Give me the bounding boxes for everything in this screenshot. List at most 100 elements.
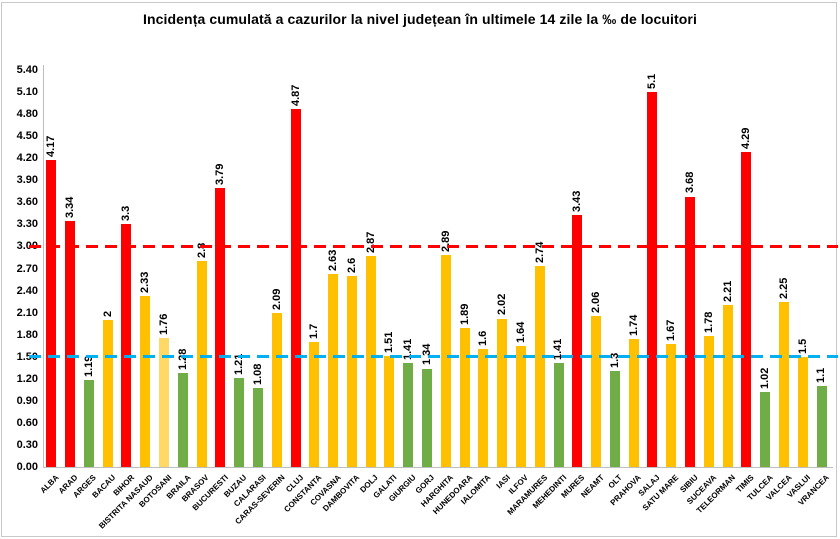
bar-gorj [422, 368, 432, 467]
y-tick-label: 2.40 [16, 284, 38, 297]
bar-value-label-teleorman: 2.21 [721, 280, 734, 302]
bar-buzau [234, 378, 245, 467]
bar-neamt [591, 315, 602, 467]
bar-alba [46, 160, 57, 467]
bar-dolj [365, 256, 376, 467]
bar-timis [741, 151, 752, 467]
bar-value-label-alba: 4.17 [45, 136, 58, 158]
bar-bistrita-nasaud [140, 295, 151, 467]
bar-value-label-salaj: 5.1 [646, 73, 659, 90]
y-tick-label: 3.60 [16, 196, 38, 209]
chart-title: Incidența cumulată a cazurilor la nivel … [143, 11, 697, 27]
bar-value-label-satu-mare: 1.67 [665, 319, 678, 342]
bar-value-label-valcea: 2.25 [777, 277, 790, 299]
bar-tulcea [760, 392, 771, 467]
bar-value-label-constanta: 1.7 [308, 323, 321, 340]
bar-prahova [628, 339, 639, 467]
bar-maramures [534, 265, 545, 467]
bar-value-label-braila: 1.28 [176, 348, 189, 370]
bar-value-label-suceava: 1.78 [702, 311, 715, 334]
bar-ilfov [515, 346, 526, 467]
y-tick-label: 1.80 [16, 328, 38, 341]
bar-value-label-bistrita-nasaud: 2.33 [139, 271, 152, 293]
bar-vrancea [816, 386, 827, 467]
bar-covasna [328, 273, 339, 467]
bar-sibiu [685, 196, 695, 467]
bar-value-label-ialomita: 1.6 [477, 331, 490, 347]
bar-dambovita [346, 275, 357, 467]
bar-value-label-hunedoara: 1.89 [458, 303, 471, 326]
bar-value-label-ilfov: 1.64 [514, 322, 527, 344]
bar-bacau [102, 320, 113, 467]
bar-mures [572, 214, 583, 467]
y-tick-label: 3.30 [16, 218, 38, 231]
bar-value-label-neamt: 2.06 [590, 291, 603, 313]
bar-brasov [196, 261, 207, 467]
y-tick-label: 5.40 [16, 64, 38, 76]
x-axis-line [43, 467, 833, 468]
bar-value-label-arad: 3.34 [64, 197, 77, 219]
bar-braila [177, 372, 188, 467]
y-tick-label: 4.50 [16, 130, 38, 143]
bar-value-label-tulcea: 1.02 [759, 367, 772, 389]
bar-value-label-prahova: 1.74 [627, 314, 640, 337]
bar-botosani [159, 337, 169, 467]
bar-hunedoara [459, 328, 470, 467]
x-category-label-alba: ALBA [38, 473, 61, 496]
bar-galati [384, 356, 395, 467]
bar-value-label-bacau: 2 [101, 310, 114, 317]
bar-cluj [290, 109, 301, 467]
bar-bucuresti [215, 188, 226, 467]
bar-bihor [121, 224, 132, 467]
bar-value-label-mures: 3.43 [571, 190, 584, 212]
bar-value-label-bucuresti: 3.79 [214, 163, 227, 186]
y-tick-label: 5.10 [16, 86, 38, 99]
bar-value-label-vrancea: 1.1 [815, 367, 828, 384]
bar-value-label-cluj: 4.87 [289, 84, 302, 106]
y-tick-label: 3.90 [16, 174, 38, 187]
bar-mehedinti [553, 363, 564, 467]
y-tick-label: 1.50 [16, 350, 38, 363]
bar-value-label-vaslui: 1.5 [796, 338, 809, 354]
bar-arad [65, 221, 76, 467]
y-tick-label: 0.00 [16, 461, 38, 473]
bar-valcea [778, 301, 789, 467]
bar-value-label-iasi: 2.02 [496, 294, 509, 316]
bar-suceava [703, 336, 714, 467]
bar-value-label-dolj: 2.87 [364, 231, 377, 253]
y-tick-label: 1.20 [16, 372, 38, 385]
bar-value-label-sibiu: 3.68 [683, 172, 696, 194]
bar-arges [83, 379, 94, 467]
y-tick-label: 0.60 [16, 416, 38, 429]
bar-caras-severin [271, 313, 282, 467]
bar-value-label-botosani: 1.76 [158, 313, 170, 335]
bar-value-label-calarasi: 1.08 [251, 363, 264, 385]
y-tick-label: 2.70 [16, 262, 38, 275]
bar-giurgiu [403, 363, 414, 467]
threshold-line-lower-threshold [29, 355, 838, 359]
threshold-line-upper-threshold [29, 244, 838, 248]
bar-calarasi [252, 387, 263, 467]
y-tick-label: 3.00 [16, 240, 38, 253]
bar-value-label-timis: 4.29 [740, 127, 753, 149]
bar-iasi [497, 318, 508, 467]
bar-olt [609, 371, 620, 467]
y-tick-label: 4.20 [16, 152, 38, 165]
bar-value-label-galati: 1.51 [383, 331, 396, 353]
bar-constanta [309, 342, 320, 467]
y-tick-label: 4.80 [16, 108, 38, 121]
bar-value-label-harghita: 2.89 [439, 230, 452, 252]
y-tick-label: 2.10 [16, 306, 38, 319]
bar-satu-mare [666, 344, 677, 467]
bar-value-label-dambovita: 2.6 [345, 257, 358, 273]
bar-teleorman [722, 304, 733, 467]
bar-ialomita [478, 349, 489, 467]
bar-value-label-bihor: 3.3 [120, 206, 133, 222]
y-tick-label: 0.90 [16, 394, 38, 407]
bar-value-label-caras-severin: 2.09 [270, 288, 283, 311]
bar-value-label-arges: 1.19 [82, 355, 95, 377]
bar-value-label-covasna: 2.63 [327, 249, 340, 271]
y-axis-line [43, 65, 44, 467]
bar-salaj [647, 92, 658, 467]
